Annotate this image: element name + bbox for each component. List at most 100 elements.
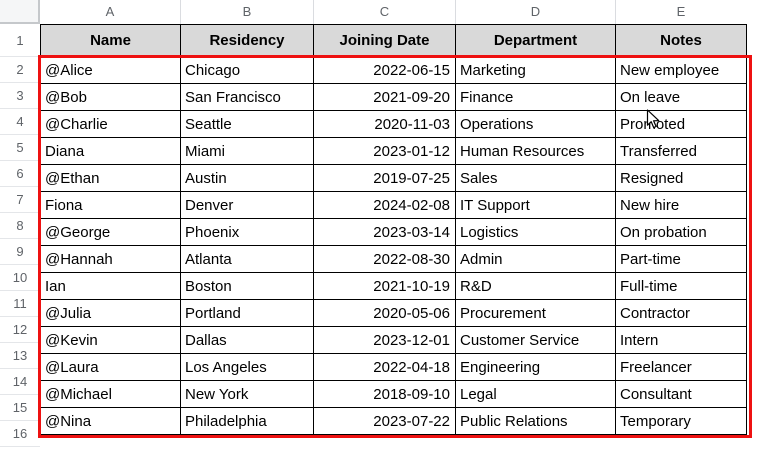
cell-name[interactable]: Ian [40,272,181,300]
row-header-16[interactable]: 16 [0,421,40,447]
cell-joining_date[interactable]: 2021-09-20 [313,83,456,111]
row-header-8[interactable]: 8 [0,213,40,239]
cell-name[interactable]: @Alice [40,56,181,84]
cell-name[interactable]: @Hannah [40,245,181,273]
cell-department[interactable]: Sales [455,164,616,192]
cell-department[interactable]: R&D [455,272,616,300]
cell-department[interactable]: Public Relations [455,407,616,435]
cell-joining_date[interactable]: 2023-01-12 [313,137,456,165]
cell-name[interactable]: @Michael [40,380,181,408]
cell-joining_date[interactable]: 2024-02-08 [313,191,456,219]
row-header-5[interactable]: 5 [0,135,40,161]
table-row: @Nina Philadelphia 2023-07-22 Public Relati… [40,407,747,435]
cell-department[interactable]: Finance [455,83,616,111]
cell-joining_date[interactable]: 2019-07-25 [313,164,456,192]
cell-notes[interactable]: Resigned [615,164,747,192]
cell-department[interactable]: Marketing [455,56,616,84]
cell-residency[interactable]: Denver [180,191,314,219]
column-header-b[interactable]: B [180,0,313,24]
header-cell-notes[interactable]: Notes [615,24,747,57]
row-header-2[interactable]: 2 [0,57,40,83]
cell-residency[interactable]: Philadelphia [180,407,314,435]
cell-notes[interactable]: On leave [615,83,747,111]
cell-joining_date[interactable]: 2023-03-14 [313,218,456,246]
cell-joining_date[interactable]: 2023-07-22 [313,407,456,435]
cell-name[interactable]: @Nina [40,407,181,435]
cell-residency[interactable]: Atlanta [180,245,314,273]
cell-department[interactable]: Human Resources [455,137,616,165]
cell-residency[interactable]: Seattle [180,110,314,138]
row-header-4[interactable]: 4 [0,109,40,135]
cell-residency[interactable]: New York [180,380,314,408]
cell-notes[interactable]: Temporary [615,407,747,435]
cell-name[interactable]: @Laura [40,353,181,381]
header-cell-residency[interactable]: Residency [180,24,314,57]
cell-notes[interactable]: Freelancer [615,353,747,381]
cell-name[interactable]: @Charlie [40,110,181,138]
cell-residency[interactable]: Dallas [180,326,314,354]
cell-name[interactable]: @Ethan [40,164,181,192]
cell-notes[interactable]: Full-time [615,272,747,300]
cell-name[interactable]: Diana [40,137,181,165]
header-cell-joining-date[interactable]: Joining Date [313,24,456,57]
row-header-1[interactable]: 1 [0,24,40,57]
cell-joining_date[interactable]: 2020-05-06 [313,299,456,327]
cell-residency[interactable]: Chicago [180,56,314,84]
cell-department[interactable]: Admin [455,245,616,273]
cell-notes[interactable]: Consultant [615,380,747,408]
cell-residency[interactable]: San Francisco [180,83,314,111]
cell-department[interactable]: Operations [455,110,616,138]
cell-residency[interactable]: Austin [180,164,314,192]
cell-residency[interactable]: Portland [180,299,314,327]
cell-joining_date[interactable]: 2018-09-10 [313,380,456,408]
row-header-6[interactable]: 6 [0,161,40,187]
cell-department[interactable]: Customer Service [455,326,616,354]
cell-residency[interactable]: Phoenix [180,218,314,246]
select-all-corner-button[interactable] [0,0,40,24]
cell-residency[interactable]: Boston [180,272,314,300]
row-header-13[interactable]: 13 [0,343,40,369]
row-header-14[interactable]: 14 [0,369,40,395]
cell-name[interactable]: Fiona [40,191,181,219]
cell-joining_date[interactable]: 2021-10-19 [313,272,456,300]
cell-notes[interactable]: Intern [615,326,747,354]
cell-department[interactable]: Procurement [455,299,616,327]
cell-notes[interactable]: Transferred [615,137,747,165]
cell-joining_date[interactable]: 2023-12-01 [313,326,456,354]
cell-notes[interactable]: New hire [615,191,747,219]
row-header-12[interactable]: 12 [0,317,40,343]
row-header-3[interactable]: 3 [0,83,40,109]
row-header-10[interactable]: 10 [0,265,40,291]
cell-department[interactable]: IT Support [455,191,616,219]
cell-name[interactable]: @Bob [40,83,181,111]
cell-notes[interactable]: Contractor [615,299,747,327]
row-header-9[interactable]: 9 [0,239,40,265]
header-cell-name[interactable]: Name [40,24,181,57]
cell-joining_date[interactable]: 2022-04-18 [313,353,456,381]
table-header-row: Name Residency Joining Date Department Notes [40,24,747,57]
cell-notes[interactable]: On probation [615,218,747,246]
cell-joining_date[interactable]: 2020-11-03 [313,110,456,138]
cell-name[interactable]: @Kevin [40,326,181,354]
column-header-e[interactable]: E [615,0,746,24]
header-cell-department[interactable]: Department [455,24,616,57]
cell-department[interactable]: Engineering [455,353,616,381]
row-header-11[interactable]: 11 [0,291,40,317]
cell-department[interactable]: Logistics [455,218,616,246]
row-header-15[interactable]: 15 [0,395,40,421]
cell-department[interactable]: Legal [455,380,616,408]
cell-residency[interactable]: Los Angeles [180,353,314,381]
column-header-c[interactable]: C [313,0,455,24]
column-header-d[interactable]: D [455,0,615,24]
cell-joining_date[interactable]: 2022-08-30 [313,245,456,273]
cell-residency[interactable]: Miami [180,137,314,165]
cell-notes[interactable]: Promoted [615,110,747,138]
cell-notes[interactable]: New employee [615,56,747,84]
cell-joining_date[interactable]: 2022-06-15 [313,56,456,84]
cell-notes[interactable]: Part-time [615,245,747,273]
cell-name[interactable]: @George [40,218,181,246]
row-header-7[interactable]: 7 [0,187,40,213]
cell-name[interactable]: @Julia [40,299,181,327]
column-header-a[interactable]: A [40,0,180,24]
